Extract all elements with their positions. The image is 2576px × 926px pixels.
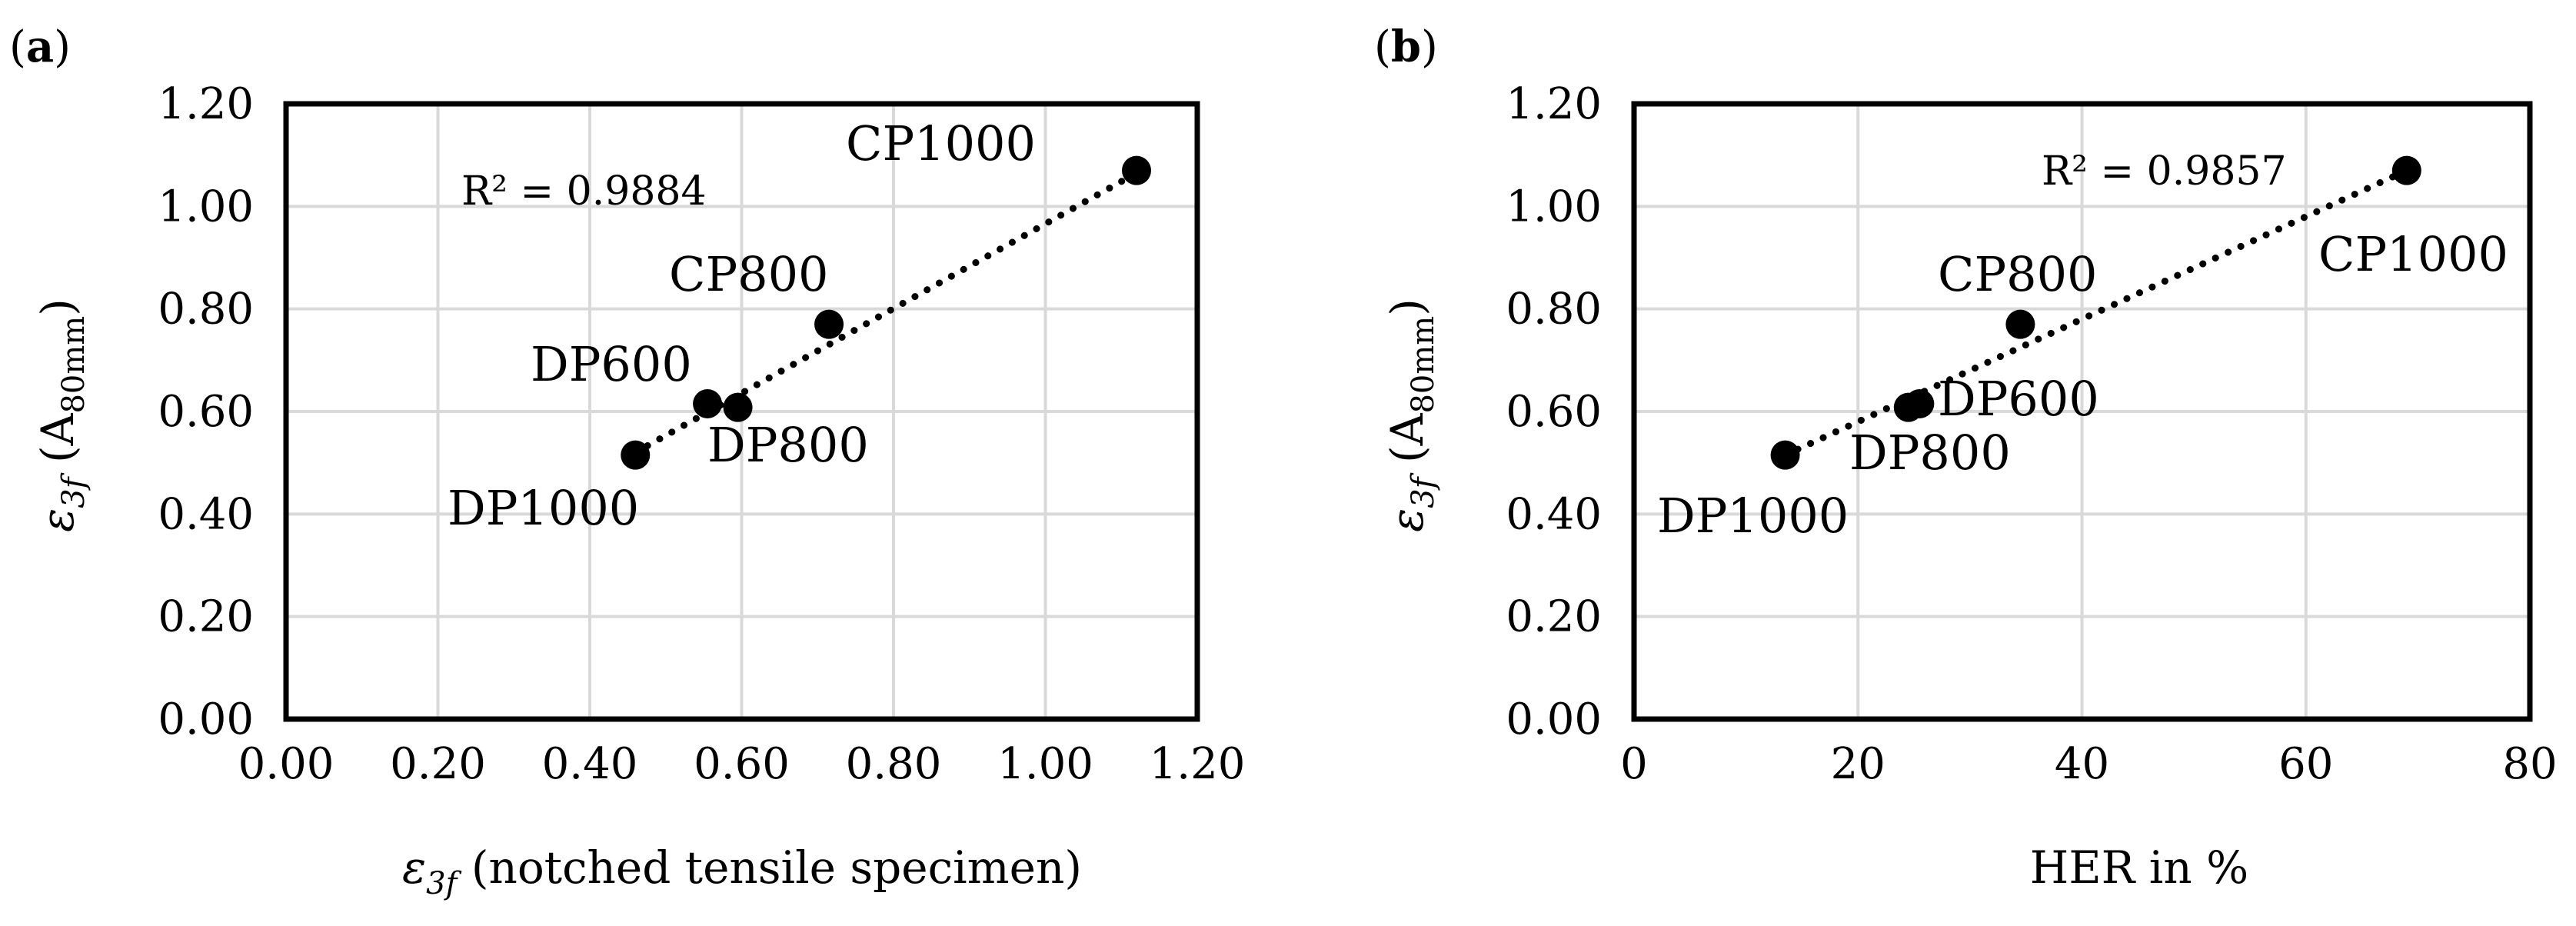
panel-a-x-tick-label: 0.00 — [238, 739, 334, 789]
panel-a-x-tick-label: 0.20 — [390, 739, 486, 789]
panel-b-y-tick-labels: 0.00 0.20 0.40 0.60 0.80 1.00 1.20 — [1506, 79, 1602, 744]
panel-a-x-tick-label: 1.00 — [997, 739, 1093, 789]
panel-b-x-tick-label: 20 — [1831, 739, 1885, 789]
panel-b-x-tick-label: 60 — [2278, 739, 2333, 789]
panel-a-x-tick-label: 0.80 — [846, 739, 942, 789]
panel-a-data-points — [621, 155, 1151, 470]
panel-a-r-squared: R² = 0.9884 — [461, 168, 707, 215]
data-point-cp1000 — [1122, 155, 1151, 185]
panel-a-y-tick-label: 1.00 — [158, 182, 254, 232]
panel-a-x-tick-label: 0.40 — [542, 739, 638, 789]
panel-a-y-tick-label: 0.00 — [158, 694, 254, 744]
panel-b-y-tick-label: 0.40 — [1506, 489, 1602, 539]
panel-b-label: (b) — [1374, 22, 1438, 72]
data-point-dp600 — [693, 389, 723, 418]
panel-a: (a) 0.00 0.20 0.40 0.60 0.80 1.00 1.20 0.00 0.2… — [9, 22, 1245, 901]
panel-a-y-axis-title: ε3f (A80mm) — [32, 298, 92, 532]
point-label-dp1000: DP1000 — [448, 480, 639, 536]
panel-a-label: (a) — [9, 22, 71, 72]
point-label-dp800: DP800 — [1849, 425, 2011, 481]
point-label-dp600: DP600 — [1938, 371, 2099, 427]
point-label-dp600: DP600 — [531, 336, 692, 392]
point-label-dp1000: DP1000 — [1657, 488, 1849, 544]
panel-b-trendline — [1782, 167, 2411, 459]
data-point-cp1000 — [2391, 155, 2421, 185]
panel-b-r-squared: R² = 0.9857 — [2042, 148, 2287, 195]
panel-a-y-tick-label: 0.80 — [158, 285, 254, 335]
point-label-cp1000: CP1000 — [2318, 226, 2508, 282]
point-label-dp800: DP800 — [707, 417, 869, 473]
panel-b-y-tick-label: 1.20 — [1506, 79, 1602, 129]
panel-a-x-axis-title: ε3f (notched tensile specimen) — [402, 841, 1082, 901]
panel-b-y-tick-label: 1.00 — [1506, 182, 1602, 232]
panel-a-y-tick-label: 0.40 — [158, 489, 254, 539]
panel-b-y-tick-label: 0.00 — [1506, 694, 1602, 744]
panel-b-x-tick-labels: 0 20 40 60 80 — [1620, 739, 2557, 789]
panel-b-data-points — [1770, 155, 2421, 470]
panel-b-x-tick-label: 80 — [2502, 739, 2557, 789]
panel-b-x-tick-label: 40 — [2055, 739, 2109, 789]
panel-b-y-tick-label: 0.20 — [1506, 592, 1602, 642]
panel-a-point-labels: DP1000 DP600 DP800 CP800 CP1000 — [448, 115, 1036, 536]
point-label-cp800: CP800 — [1938, 246, 2098, 302]
data-point-dp600 — [1905, 389, 1935, 418]
panel-b-y-tick-label: 0.60 — [1506, 387, 1602, 437]
data-point-cp800 — [814, 309, 844, 339]
panel-a-x-tick-label: 0.60 — [694, 739, 790, 789]
panel-a-x-tick-labels: 0.00 0.20 0.40 0.60 0.80 1.00 1.20 — [238, 739, 1246, 789]
point-label-cp1000: CP1000 — [846, 115, 1036, 172]
panel-b: (b) 0.00 0.20 0.40 0.60 0.80 1.00 1.20 0 20 40 60… — [1374, 22, 2558, 894]
data-point-dp1000 — [621, 440, 651, 470]
data-point-dp800 — [723, 392, 753, 422]
panel-a-y-tick-labels: 0.00 0.20 0.40 0.60 0.80 1.00 1.20 — [158, 79, 254, 744]
panel-a-y-tick-label: 1.20 — [158, 79, 254, 129]
panel-b-y-tick-label: 0.80 — [1506, 285, 1602, 335]
data-point-dp1000 — [1770, 440, 1800, 470]
panel-b-x-tick-label: 0 — [1620, 739, 1648, 789]
panel-b-y-axis-title: ε3f (A80mm) — [1381, 298, 1441, 532]
data-point-cp800 — [2005, 309, 2035, 339]
panel-b-x-axis-title: HER in % — [2030, 841, 2248, 894]
point-label-cp800: CP800 — [669, 246, 829, 302]
panel-a-y-tick-label: 0.60 — [158, 387, 254, 437]
panel-a-x-tick-label: 1.20 — [1150, 739, 1246, 789]
panel-a-y-tick-label: 0.20 — [158, 592, 254, 642]
